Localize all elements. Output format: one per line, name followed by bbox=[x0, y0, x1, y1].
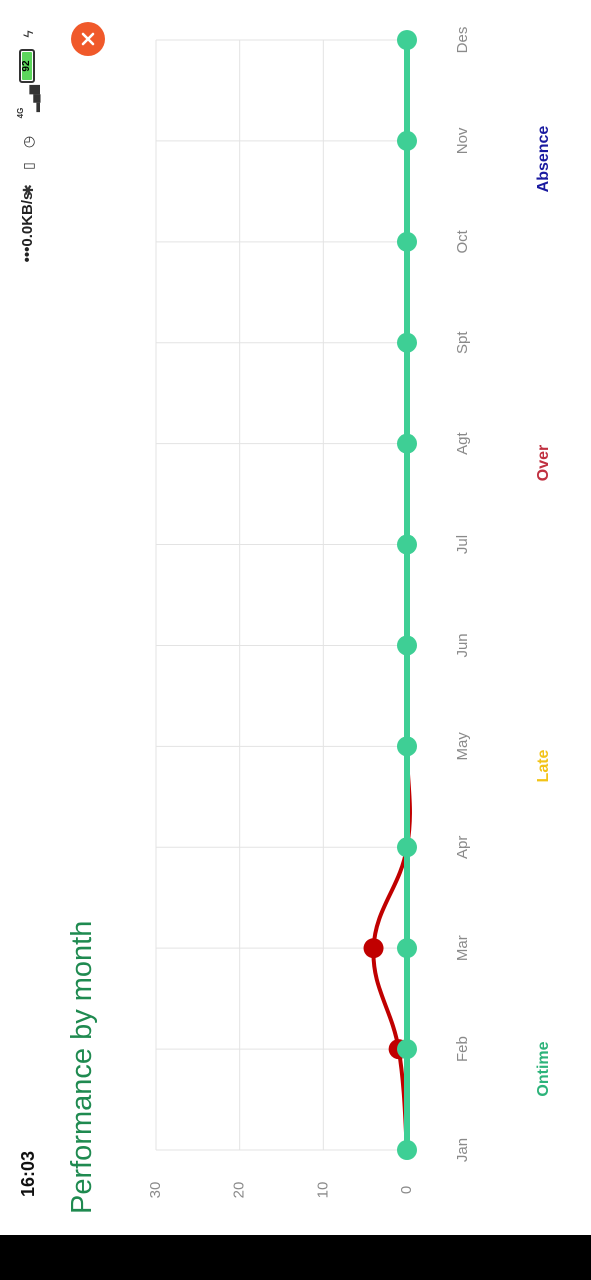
data-point-ontime[interactable] bbox=[397, 130, 417, 151]
x-axis: Jan Feb Mar Apr May Jun Jul Agt Spt Oct Nov Des bbox=[454, 27, 471, 1162]
system-nav-bar bbox=[0, 1235, 591, 1280]
x-tick-label: Mar bbox=[454, 935, 471, 961]
legend-ontime[interactable]: Ontime bbox=[535, 1041, 552, 1097]
x-tick-label: Spt bbox=[454, 331, 471, 354]
screen: 16:03 •••0.0KB/s ✱ ▯ ◷ 4G ▂▄▆ 92 ϟ Perfo… bbox=[16, 22, 552, 1214]
chart-grid bbox=[155, 39, 408, 1151]
data-point-ontime[interactable] bbox=[397, 938, 417, 959]
y-tick-label: 0 bbox=[398, 1186, 415, 1194]
x-tick-label: Jul bbox=[454, 535, 471, 554]
data-point-ontime[interactable] bbox=[397, 231, 417, 252]
x-tick-label: May bbox=[454, 732, 471, 761]
x-tick-label: Jan bbox=[454, 1138, 471, 1162]
data-point-ontime[interactable] bbox=[397, 1039, 417, 1060]
x-tick-label: Apr bbox=[454, 836, 471, 859]
data-point-over[interactable] bbox=[363, 938, 384, 959]
x-tick-label: Des bbox=[454, 27, 471, 54]
x-tick-label: Oct bbox=[454, 229, 471, 253]
performance-chart: 0 10 20 30 Jan Feb Mar Apr May Jun Jul Agt Spt Oct No… bbox=[147, 27, 471, 1199]
data-point-ontime[interactable] bbox=[397, 332, 417, 353]
data-point-ontime[interactable] bbox=[397, 1140, 417, 1160]
legend-late[interactable]: Late bbox=[535, 749, 552, 783]
x-tick-label: Jun bbox=[454, 633, 471, 657]
legend-over[interactable]: Over bbox=[535, 444, 552, 482]
data-point-ontime[interactable] bbox=[397, 534, 417, 555]
y-axis: 0 10 20 30 bbox=[147, 1182, 415, 1199]
chart-series bbox=[363, 30, 417, 1160]
close-icon bbox=[81, 32, 95, 46]
legend-absence[interactable]: Absence bbox=[535, 125, 552, 193]
y-tick-label: 20 bbox=[231, 1182, 248, 1199]
y-tick-label: 30 bbox=[147, 1182, 164, 1199]
data-point-ontime[interactable] bbox=[397, 30, 417, 50]
data-point-ontime[interactable] bbox=[397, 736, 417, 757]
close-button[interactable] bbox=[71, 22, 105, 56]
data-point-ontime[interactable] bbox=[397, 433, 417, 454]
x-tick-label: Agt bbox=[454, 432, 471, 455]
data-point-ontime[interactable] bbox=[397, 635, 417, 656]
y-tick-label: 10 bbox=[314, 1182, 331, 1199]
data-point-ontime[interactable] bbox=[397, 837, 417, 858]
x-tick-label: Nov bbox=[454, 127, 471, 154]
x-tick-label: Feb bbox=[454, 1036, 471, 1062]
